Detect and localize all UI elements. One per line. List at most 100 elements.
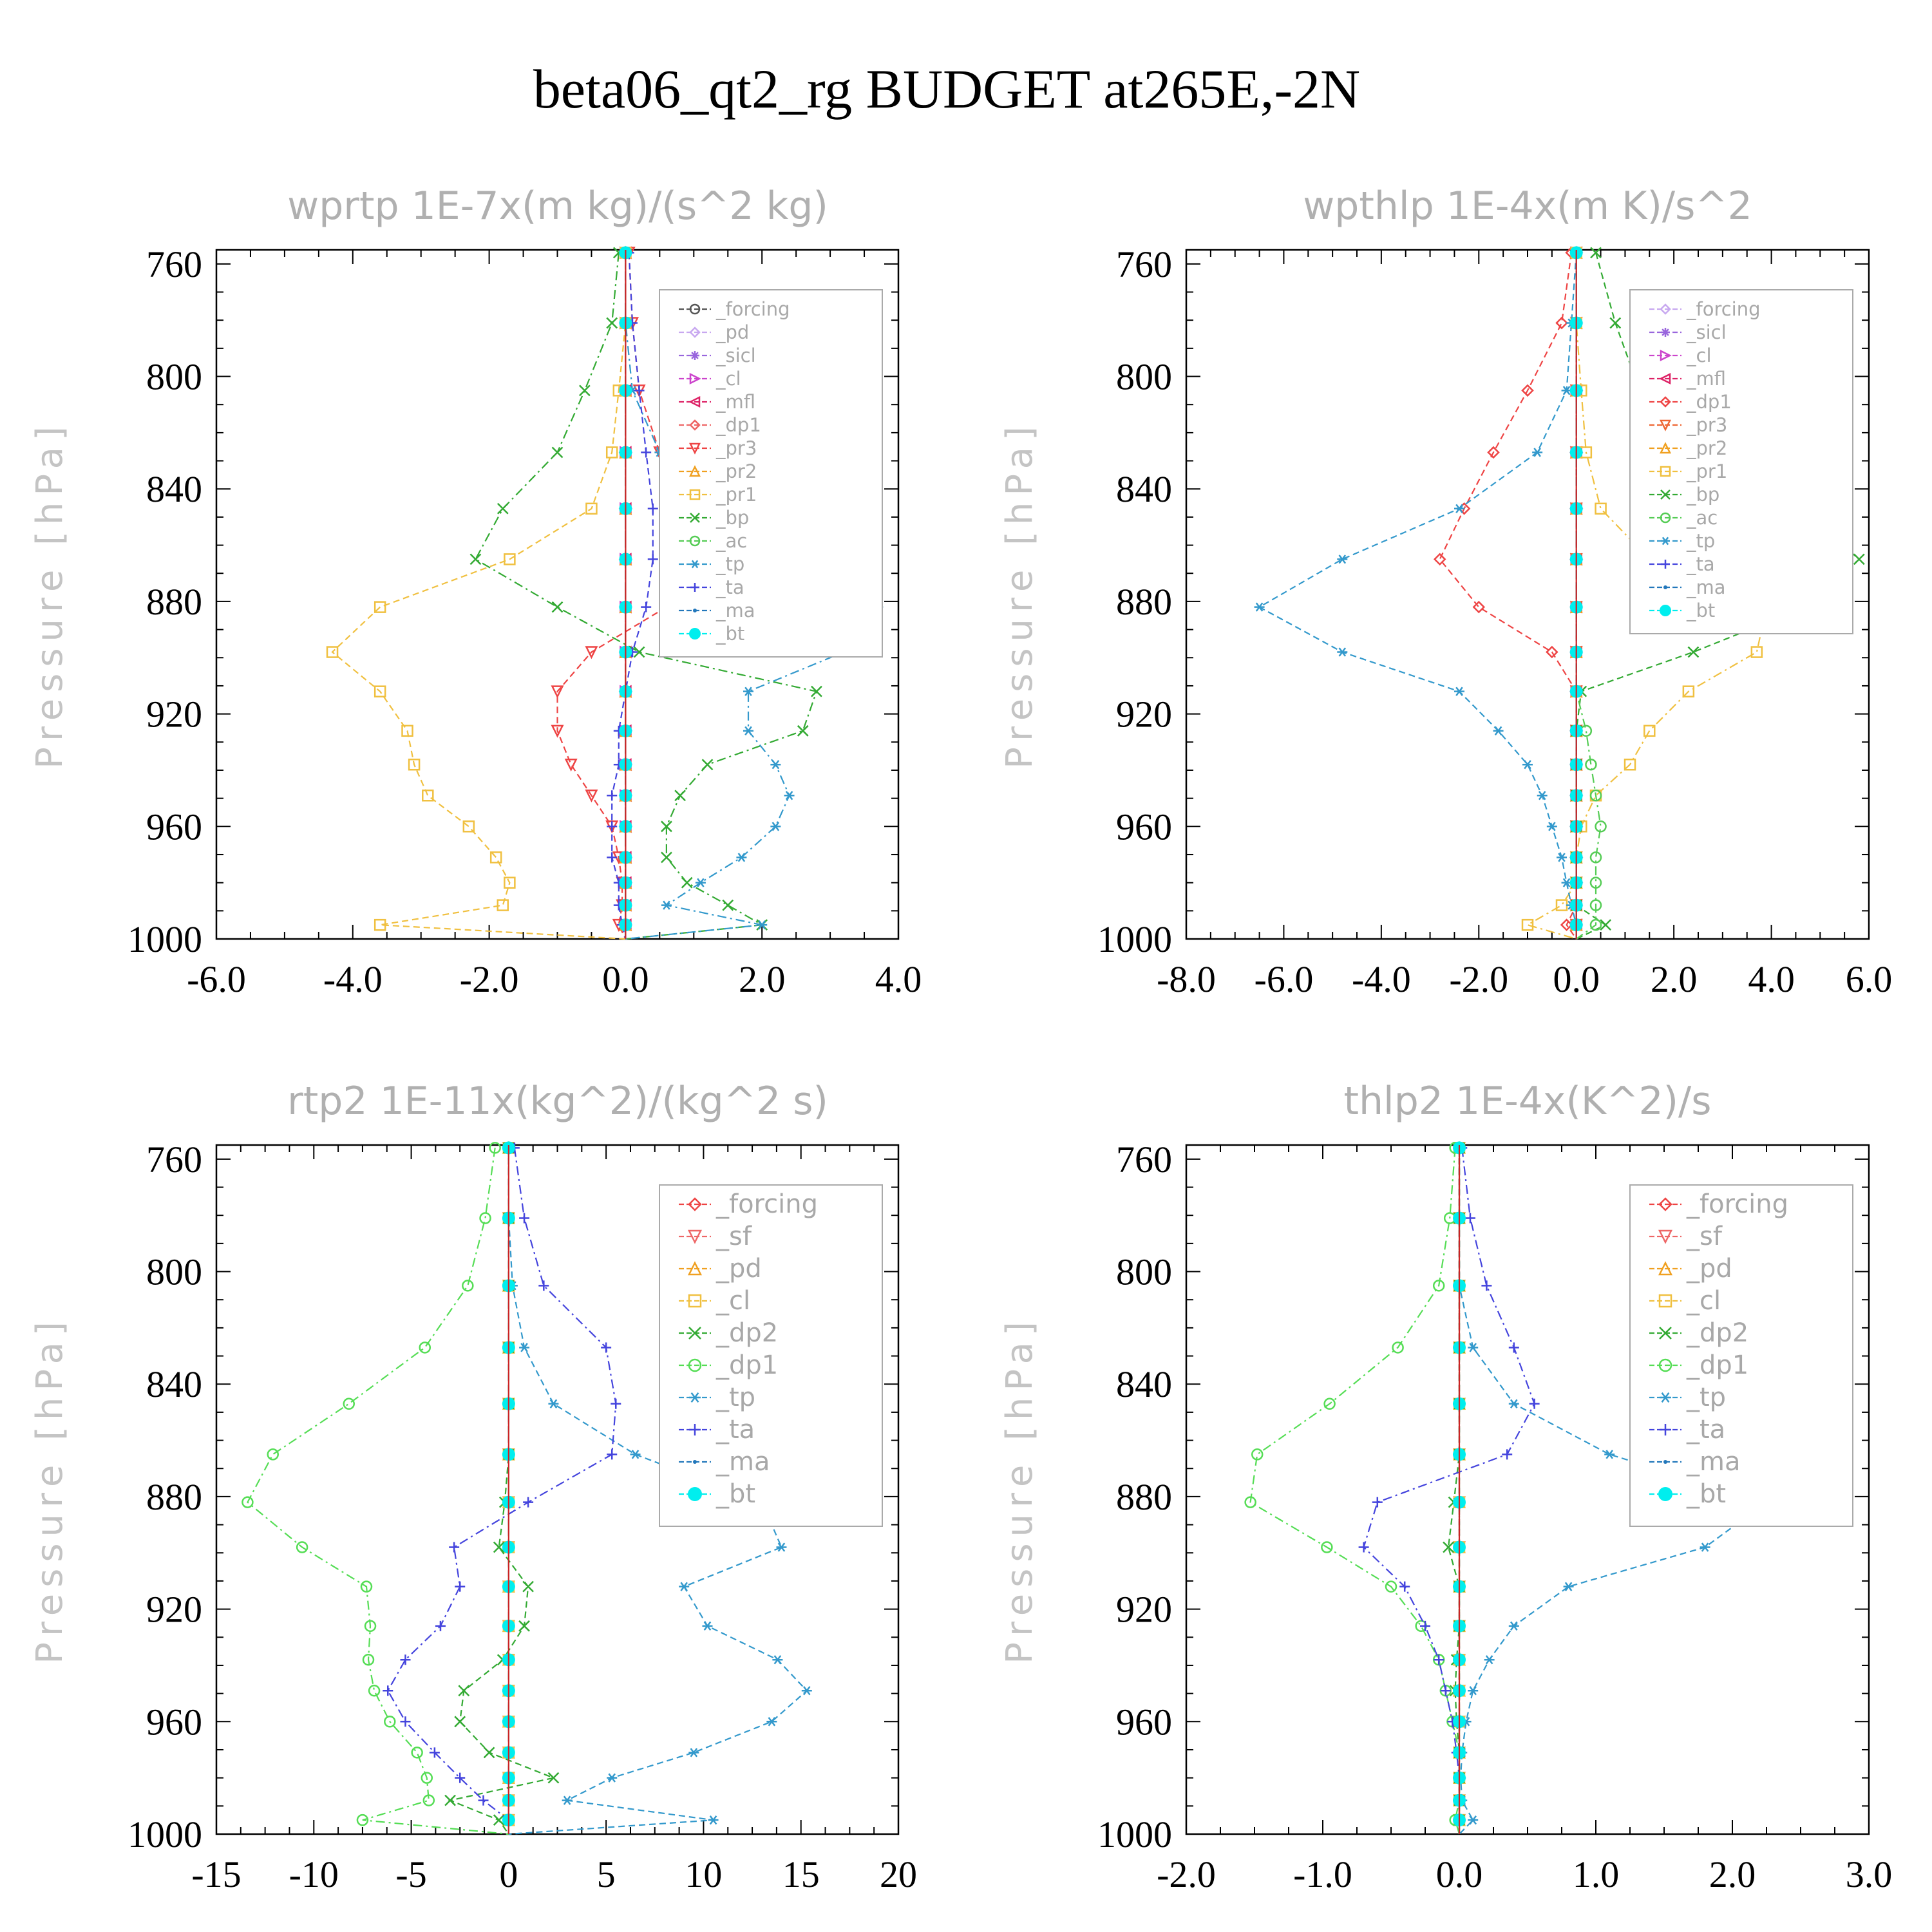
- data-point: [1555, 899, 1568, 911]
- data-point: [421, 1772, 433, 1784]
- legend-item: _sf: [679, 1222, 752, 1251]
- legend-marker: [687, 1261, 703, 1276]
- legend-item: _ta: [679, 576, 744, 598]
- x-tick-label: 4.0: [875, 958, 922, 1000]
- legend-marker: [689, 535, 701, 547]
- y-tick-label: 760: [1116, 1139, 1172, 1180]
- data-point: [1589, 918, 1602, 931]
- y-tick-label: 960: [146, 1701, 202, 1743]
- x-tick-label: -10: [289, 1853, 339, 1895]
- y-tick-label: 880: [1116, 581, 1172, 623]
- legend-label: _tp: [715, 553, 744, 575]
- data-point: [551, 685, 564, 699]
- data-point: [455, 1772, 466, 1783]
- legend-item: _tp: [679, 1383, 755, 1412]
- data-point: [1337, 647, 1348, 657]
- x-tick-label: 10: [685, 1853, 722, 1895]
- legend-item: _pr1: [1649, 460, 1727, 482]
- legend-marker: [1658, 1197, 1672, 1211]
- legend-marker: [1660, 489, 1671, 500]
- legend-marker: [689, 372, 701, 385]
- data-point: [1321, 1541, 1333, 1553]
- legend-item: _dp2: [1649, 1318, 1748, 1348]
- legend-item: _forcing: [679, 298, 790, 320]
- data-point: [757, 920, 768, 930]
- legend-item: _pr2: [1649, 437, 1727, 459]
- x-tick-label: 3.0: [1846, 1853, 1893, 1895]
- legend-marker: [693, 1460, 697, 1464]
- legend-item: _forcing: [1649, 1189, 1788, 1219]
- y-tick-label: 840: [146, 1363, 202, 1405]
- y-tick-label: 760: [1116, 243, 1172, 285]
- page-title: beta06_qt2_rg BUDGET at265E,-2N: [533, 58, 1361, 120]
- legend-box: [659, 289, 883, 658]
- series-line: [1439, 252, 1577, 940]
- data-point: [1502, 1449, 1513, 1460]
- series-line: [448, 1148, 556, 1835]
- data-point: [647, 554, 658, 565]
- legend-label: _ta: [715, 576, 744, 598]
- legend-label: _sf: [715, 1222, 752, 1251]
- legend-label: _dp1: [1686, 391, 1732, 413]
- data-point: [454, 1716, 466, 1728]
- legend-label: _bt: [1686, 600, 1715, 621]
- data-point: [1532, 448, 1543, 457]
- legend-item: _mfl: [1649, 368, 1726, 390]
- data-point: [688, 1748, 699, 1757]
- series-dp1: [242, 1142, 509, 1835]
- data-point: [296, 1541, 308, 1553]
- data-point: [364, 1620, 377, 1633]
- legend-marker: [688, 1487, 702, 1501]
- data-point: [1589, 851, 1602, 864]
- data-point: [411, 1747, 423, 1759]
- legend-marker: [688, 1327, 701, 1340]
- data-point: [1468, 1815, 1479, 1825]
- legend-marker: [1660, 605, 1671, 616]
- legend-item: _bp: [1649, 484, 1719, 506]
- data-point: [708, 1815, 719, 1825]
- y-axis-label: Pressure [hPa]: [999, 420, 1041, 769]
- data-point: [770, 760, 781, 770]
- data-point: [679, 1582, 690, 1591]
- y-tick-label: 1000: [1097, 918, 1172, 960]
- legend-item: _ma: [1649, 576, 1726, 598]
- data-point: [551, 446, 564, 459]
- x-tick-label: -6.0: [187, 958, 246, 1000]
- data-point: [504, 876, 516, 889]
- data-point: [601, 1342, 612, 1353]
- legend-marker: [689, 489, 701, 500]
- legend-item: _cl: [1649, 345, 1712, 366]
- data-point: [1244, 1496, 1256, 1508]
- data-point: [493, 1814, 505, 1826]
- x-tick-label: 0.0: [602, 958, 649, 1000]
- data-point: [606, 317, 618, 329]
- y-tick-label: 960: [146, 806, 202, 848]
- legend-marker: [1658, 1358, 1672, 1372]
- data-point: [522, 1580, 534, 1593]
- data-point: [1609, 317, 1622, 329]
- data-point: [1589, 876, 1602, 889]
- legend-item: _tp: [1649, 530, 1715, 552]
- data-point: [1254, 602, 1265, 612]
- data-point: [458, 1685, 470, 1697]
- legend: _forcing_pd_sicl_cl_mfl_dp1_pr3_pr2_pr1_…: [659, 289, 883, 658]
- legend-item: _bt: [679, 623, 744, 645]
- y-tick-label: 840: [1116, 1363, 1172, 1405]
- data-point: [641, 601, 652, 612]
- data-point: [605, 446, 618, 459]
- legend-label: _cl: [1686, 1286, 1721, 1316]
- legend-item: _pr2: [679, 460, 757, 482]
- x-tick-label: -4.0: [323, 958, 383, 1000]
- legend-marker: [689, 419, 701, 431]
- series-line: [1249, 1148, 1461, 1835]
- y-tick-label: 760: [146, 1139, 202, 1180]
- legend-label: _bt: [1686, 1479, 1726, 1509]
- series-line: [387, 1148, 617, 1834]
- data-point: [422, 790, 434, 802]
- data-point: [400, 1654, 411, 1665]
- y-tick-label: 1000: [1097, 1814, 1172, 1855]
- series-pr1: [326, 247, 632, 940]
- data-point: [585, 646, 598, 659]
- legend-marker: [688, 465, 701, 477]
- legend-marker: [1663, 1460, 1667, 1464]
